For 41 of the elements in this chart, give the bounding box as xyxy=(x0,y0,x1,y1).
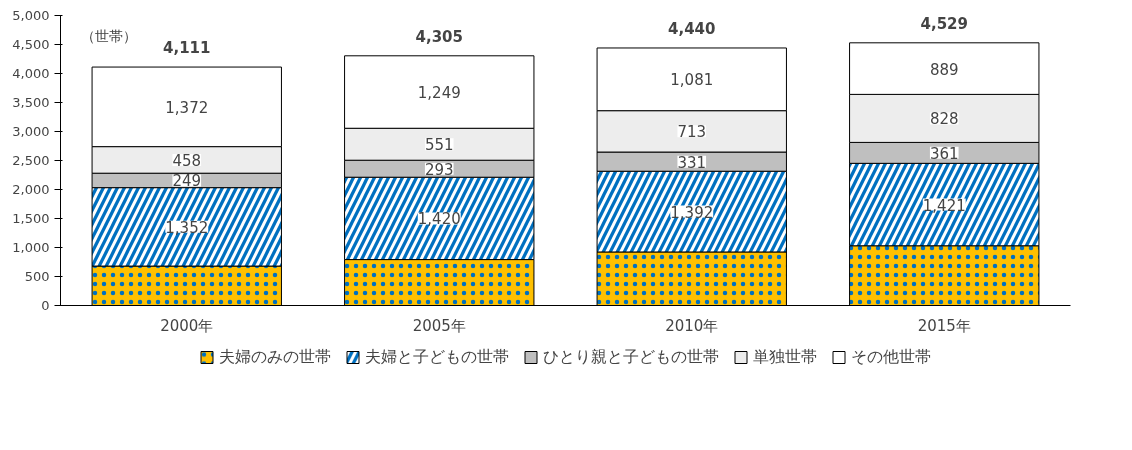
data-label: 361 xyxy=(929,144,959,163)
legend-label: 単独世帯 xyxy=(753,346,817,368)
y-tick-label: 4,000 xyxy=(12,66,50,81)
x-tick-label: 2010年 xyxy=(665,316,719,335)
data-label: 458 xyxy=(172,151,202,170)
y-tick-label: 3,500 xyxy=(12,95,50,110)
data-label: 293 xyxy=(424,160,454,179)
total-label: 4,440 xyxy=(668,19,716,38)
legend-label: ひとり親と子どもの世帯 xyxy=(543,346,719,368)
legend-label: その他世帯 xyxy=(851,346,931,368)
data-label: 331 xyxy=(677,153,707,172)
total-label: 4,305 xyxy=(415,27,463,46)
y-tick-label: 0 xyxy=(41,298,50,313)
y-tick-label: 4,500 xyxy=(12,37,50,52)
data-label: 1,081 xyxy=(670,71,714,90)
data-label: 1,420 xyxy=(417,210,461,229)
data-label: 1,392 xyxy=(670,203,714,222)
x-tick-label: 2000年 xyxy=(160,316,214,335)
annotation: （世帯） xyxy=(80,27,137,44)
total-label: 4,111 xyxy=(163,39,211,58)
data-label: 1,352 xyxy=(165,218,209,237)
total-label: 4,529 xyxy=(920,14,968,33)
data-label: 713 xyxy=(677,123,707,142)
data-label: 249 xyxy=(172,172,202,191)
y-tick-label: 1,000 xyxy=(12,240,50,255)
data-label: 1,249 xyxy=(417,84,461,103)
y-tick-label: 1,500 xyxy=(12,211,50,226)
y-tick-label: 2,000 xyxy=(12,182,50,197)
y-tick-label: 500 xyxy=(24,269,50,284)
data-label: 1,421 xyxy=(922,196,966,215)
data-label: 889 xyxy=(929,60,959,79)
data-label: 828 xyxy=(929,110,959,129)
y-tick-label: 3,000 xyxy=(12,124,50,139)
data-label: 1,372 xyxy=(165,98,209,117)
y-tick-label: 5,000 xyxy=(12,8,50,23)
legend-label: 夫婦のみの世帯 xyxy=(219,346,331,368)
x-tick-label: 2005年 xyxy=(412,316,466,335)
data-label: 551 xyxy=(424,136,454,155)
y-tick-label: 2,500 xyxy=(12,153,50,168)
x-tick-label: 2015年 xyxy=(917,316,971,335)
legend-label: 夫婦と子どもの世帯 xyxy=(365,346,509,368)
